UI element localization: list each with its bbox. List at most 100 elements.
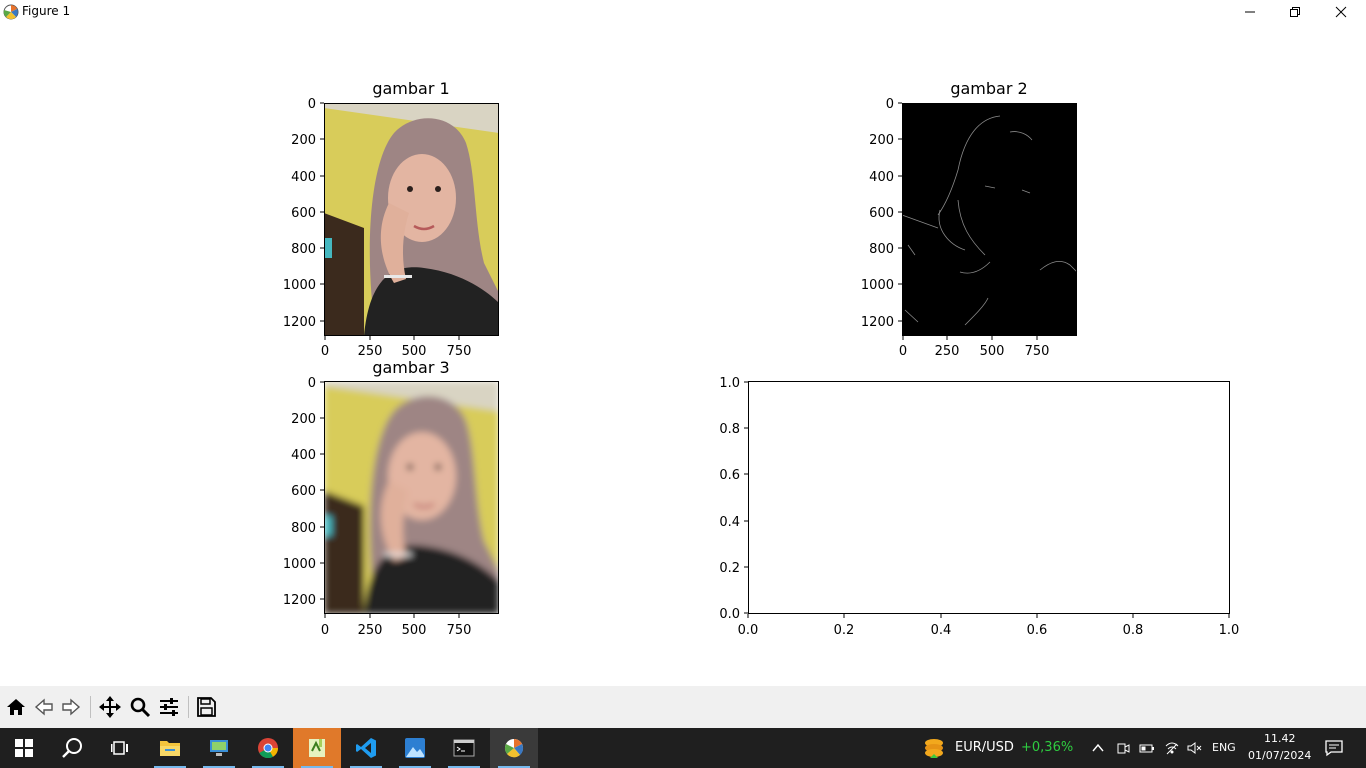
tick-label: 500 (402, 344, 427, 359)
remote-desktop-button[interactable] (195, 728, 243, 768)
task-view-icon (111, 741, 128, 755)
back-icon (34, 698, 53, 716)
start-icon (15, 739, 33, 757)
tick-label: 0.2 (834, 623, 855, 638)
navigation-toolbar (0, 686, 1366, 728)
tick-label: 500 (980, 344, 1005, 359)
tick-label: 400 (291, 170, 316, 185)
zoom-button[interactable] (127, 694, 153, 720)
tick-label: 1200 (861, 315, 894, 330)
wifi-icon[interactable] (1164, 740, 1180, 756)
clock-date[interactable]: 01/07/2024 (1248, 749, 1312, 762)
tick-label: 400 (291, 448, 316, 463)
tick-label: 250 (358, 344, 383, 359)
toolbar-separator (90, 696, 91, 718)
subplot-2: gambar 2 0 200 40 (861, 79, 1078, 359)
forward-icon (62, 698, 81, 716)
tick-label: 1.0 (719, 376, 740, 391)
home-button[interactable] (3, 694, 29, 720)
tick-label: 0 (886, 97, 894, 112)
subplot-2-title: gambar 2 (950, 79, 1027, 98)
home-icon (7, 699, 25, 715)
chrome-icon (258, 738, 279, 759)
pan-button[interactable] (97, 694, 123, 720)
tick-label: 200 (869, 133, 894, 148)
subplot-3: gambar 3 0 200 400 600 800 1000 1200 0 2… (283, 358, 499, 638)
tick-label: 0.8 (719, 422, 740, 437)
tick-label: 0.6 (719, 468, 740, 483)
configure-subplots-icon (160, 698, 178, 716)
notifications-icon[interactable] (1325, 739, 1343, 757)
save-icon (197, 697, 216, 717)
ticker-symbol[interactable]: EUR/USD (955, 740, 1014, 755)
ticker-change[interactable]: +0,36% (1021, 740, 1074, 755)
tick-label: 400 (869, 170, 894, 185)
tick-label: 1.0 (1219, 623, 1240, 638)
tick-label: 750 (447, 623, 472, 638)
tick-label: 1000 (861, 278, 894, 293)
tick-label: 0.0 (719, 607, 740, 622)
zoom-icon (130, 697, 151, 718)
remote-desktop-icon (210, 740, 228, 756)
tick-label: 250 (358, 623, 383, 638)
window-title: Figure 1 (22, 4, 71, 18)
tick-label: 0.4 (931, 623, 952, 638)
vscode-icon (356, 738, 376, 758)
back-button[interactable] (31, 694, 57, 720)
file-explorer-button[interactable] (146, 728, 194, 768)
tick-label: 0 (321, 344, 329, 359)
tick-label: 750 (447, 344, 472, 359)
tick-label: 1200 (283, 593, 316, 608)
tick-label: 600 (869, 206, 894, 221)
tick-label: 200 (291, 133, 316, 148)
figure-canvas[interactable]: gambar 1 0 200 400 600 800 1000 1200 0 2… (0, 24, 1366, 686)
search-button[interactable] (48, 728, 96, 768)
matplotlib-icon (3, 4, 19, 20)
tick-label: 600 (291, 206, 316, 221)
input-language[interactable]: ENG (1212, 741, 1236, 754)
python-figure-button[interactable] (490, 728, 538, 768)
python-figure-icon (504, 739, 524, 758)
save-button[interactable] (193, 694, 219, 720)
tick-label: 800 (869, 242, 894, 257)
task-view-button[interactable] (96, 728, 144, 768)
volume-muted-icon[interactable] (1186, 740, 1202, 756)
close-icon (1335, 6, 1347, 18)
coins-icon (925, 739, 943, 758)
subplot-1: gambar 1 0 200 400 600 800 1000 1200 0 2… (283, 79, 499, 359)
minimize-icon (1245, 11, 1255, 13)
subplot-3-image (324, 381, 499, 614)
subplot-1-image (324, 103, 499, 336)
meet-now-icon[interactable] (1115, 740, 1131, 756)
tick-label: 1000 (283, 557, 316, 572)
forward-button[interactable] (58, 694, 84, 720)
notepad-plus-plus-button[interactable] (293, 728, 341, 768)
pan-icon (99, 696, 121, 718)
tick-label: 800 (291, 521, 316, 536)
chevron-up-icon[interactable] (1090, 740, 1106, 756)
title-bar: Figure 1 (0, 0, 1366, 24)
vscode-button[interactable] (342, 728, 390, 768)
search-icon (62, 738, 82, 758)
photos-icon (405, 738, 425, 758)
chrome-button[interactable] (244, 728, 292, 768)
configure-subplots-button[interactable] (156, 694, 182, 720)
restore-button[interactable] (1272, 0, 1318, 24)
tick-label: 800 (291, 242, 316, 257)
terminal-button[interactable] (440, 728, 488, 768)
tick-label: 0.0 (738, 623, 759, 638)
tick-label: 1200 (283, 315, 316, 330)
photos-button[interactable] (391, 728, 439, 768)
tick-label: 0.6 (1027, 623, 1048, 638)
minimize-button[interactable] (1227, 0, 1273, 24)
battery-icon[interactable] (1139, 740, 1155, 756)
toolbar-separator (188, 696, 189, 718)
tick-label: 0 (308, 97, 316, 112)
close-button[interactable] (1318, 0, 1364, 24)
notepad-plus-plus-icon (309, 739, 325, 757)
clock-time[interactable]: 11.42 (1264, 732, 1296, 745)
tick-label: 0 (308, 376, 316, 391)
start-button[interactable] (0, 728, 48, 768)
file-explorer-icon (160, 741, 180, 756)
